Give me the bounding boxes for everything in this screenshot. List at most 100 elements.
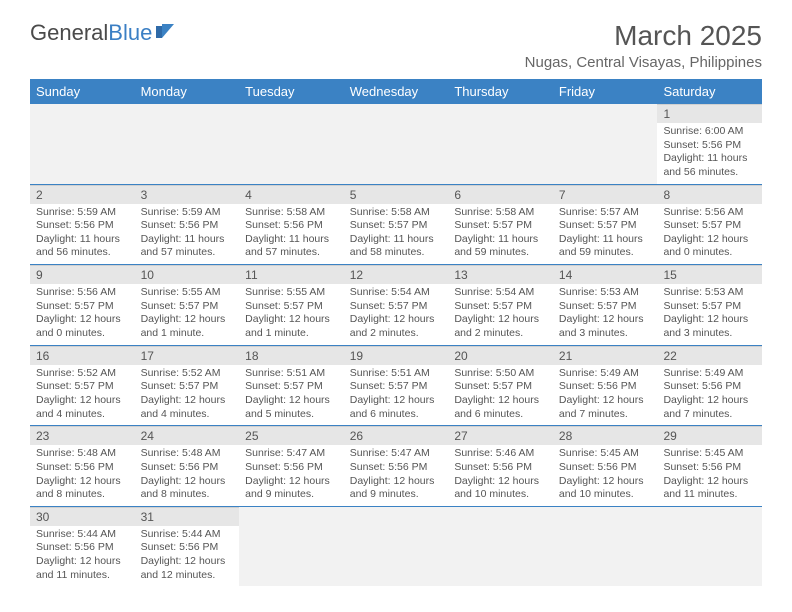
- sunset-text: Sunset: 5:57 PM: [350, 219, 443, 233]
- day-details: Sunrise: 5:48 AMSunset: 5:56 PMDaylight:…: [135, 445, 240, 503]
- calendar-cell: 15Sunrise: 5:53 AMSunset: 5:57 PMDayligh…: [657, 265, 762, 346]
- calendar-cell: 2Sunrise: 5:59 AMSunset: 5:56 PMDaylight…: [30, 185, 135, 266]
- calendar-cell: 20Sunrise: 5:50 AMSunset: 5:57 PMDayligh…: [448, 346, 553, 427]
- sunset-text: Sunset: 5:57 PM: [350, 300, 443, 314]
- day-details: Sunrise: 5:59 AMSunset: 5:56 PMDaylight:…: [135, 204, 240, 262]
- sunset-text: Sunset: 5:56 PM: [245, 219, 338, 233]
- day-number: 2: [30, 185, 135, 204]
- day-header: Tuesday: [239, 79, 344, 104]
- sunrise-text: Sunrise: 5:55 AM: [245, 286, 338, 300]
- sunset-text: Sunset: 5:57 PM: [663, 219, 756, 233]
- sunrise-text: Sunrise: 5:56 AM: [663, 206, 756, 220]
- day-details: Sunrise: 5:52 AMSunset: 5:57 PMDaylight:…: [30, 365, 135, 423]
- daylight-text: Daylight: 12 hours and 0 minutes.: [663, 233, 756, 260]
- sunrise-text: Sunrise: 5:48 AM: [36, 447, 129, 461]
- calendar-cell: 13Sunrise: 5:54 AMSunset: 5:57 PMDayligh…: [448, 265, 553, 346]
- sunset-text: Sunset: 5:57 PM: [245, 300, 338, 314]
- sunset-text: Sunset: 5:56 PM: [663, 139, 756, 153]
- day-number: 27: [448, 426, 553, 445]
- sunrise-text: Sunrise: 5:53 AM: [559, 286, 652, 300]
- calendar-cell: 12Sunrise: 5:54 AMSunset: 5:57 PMDayligh…: [344, 265, 449, 346]
- day-number: 7: [553, 185, 658, 204]
- calendar-week: 30Sunrise: 5:44 AMSunset: 5:56 PMDayligh…: [30, 507, 762, 587]
- sunset-text: Sunset: 5:57 PM: [36, 300, 129, 314]
- calendar-cell: 16Sunrise: 5:52 AMSunset: 5:57 PMDayligh…: [30, 346, 135, 427]
- sunrise-text: Sunrise: 5:44 AM: [141, 528, 234, 542]
- calendar-cell: 24Sunrise: 5:48 AMSunset: 5:56 PMDayligh…: [135, 426, 240, 507]
- calendar-cell: 30Sunrise: 5:44 AMSunset: 5:56 PMDayligh…: [30, 507, 135, 587]
- sunset-text: Sunset: 5:57 PM: [141, 300, 234, 314]
- calendar-cell: [448, 104, 553, 185]
- day-number: 31: [135, 507, 240, 526]
- sunset-text: Sunset: 5:56 PM: [36, 461, 129, 475]
- day-number: 25: [239, 426, 344, 445]
- sunset-text: Sunset: 5:56 PM: [141, 461, 234, 475]
- calendar-week: 2Sunrise: 5:59 AMSunset: 5:56 PMDaylight…: [30, 185, 762, 266]
- daylight-text: Daylight: 12 hours and 8 minutes.: [141, 475, 234, 502]
- day-details: Sunrise: 5:51 AMSunset: 5:57 PMDaylight:…: [239, 365, 344, 423]
- sunset-text: Sunset: 5:56 PM: [663, 380, 756, 394]
- daylight-text: Daylight: 12 hours and 10 minutes.: [559, 475, 652, 502]
- sunrise-text: Sunrise: 5:44 AM: [36, 528, 129, 542]
- day-header: Thursday: [448, 79, 553, 104]
- sunrise-text: Sunrise: 5:51 AM: [350, 367, 443, 381]
- sunset-text: Sunset: 5:56 PM: [36, 541, 129, 555]
- daylight-text: Daylight: 12 hours and 5 minutes.: [245, 394, 338, 421]
- daylight-text: Daylight: 12 hours and 10 minutes.: [454, 475, 547, 502]
- sunrise-text: Sunrise: 6:00 AM: [663, 125, 756, 139]
- sunset-text: Sunset: 5:57 PM: [141, 380, 234, 394]
- day-number: 20: [448, 346, 553, 365]
- day-number: 22: [657, 346, 762, 365]
- calendar-cell: [657, 507, 762, 587]
- day-details: Sunrise: 5:53 AMSunset: 5:57 PMDaylight:…: [553, 284, 658, 342]
- calendar-cell: [239, 104, 344, 185]
- calendar-week: 23Sunrise: 5:48 AMSunset: 5:56 PMDayligh…: [30, 426, 762, 507]
- day-details: Sunrise: 5:45 AMSunset: 5:56 PMDaylight:…: [657, 445, 762, 503]
- day-number: 28: [553, 426, 658, 445]
- sunrise-text: Sunrise: 5:59 AM: [36, 206, 129, 220]
- day-number: 30: [30, 507, 135, 526]
- day-details: Sunrise: 5:51 AMSunset: 5:57 PMDaylight:…: [344, 365, 449, 423]
- calendar-week: 1Sunrise: 6:00 AMSunset: 5:56 PMDaylight…: [30, 104, 762, 185]
- day-number: 3: [135, 185, 240, 204]
- sunset-text: Sunset: 5:56 PM: [559, 380, 652, 394]
- sunrise-text: Sunrise: 5:48 AM: [141, 447, 234, 461]
- day-number: 23: [30, 426, 135, 445]
- day-details: Sunrise: 5:59 AMSunset: 5:56 PMDaylight:…: [30, 204, 135, 262]
- page-header: GeneralBlue March 2025 Nugas, Central Vi…: [30, 20, 762, 71]
- daylight-text: Daylight: 12 hours and 1 minute.: [245, 313, 338, 340]
- sunrise-text: Sunrise: 5:54 AM: [350, 286, 443, 300]
- sunrise-text: Sunrise: 5:58 AM: [245, 206, 338, 220]
- sunset-text: Sunset: 5:56 PM: [350, 461, 443, 475]
- day-details: Sunrise: 5:49 AMSunset: 5:56 PMDaylight:…: [553, 365, 658, 423]
- daylight-text: Daylight: 11 hours and 59 minutes.: [454, 233, 547, 260]
- daylight-text: Daylight: 11 hours and 56 minutes.: [36, 233, 129, 260]
- logo: GeneralBlue: [30, 20, 176, 46]
- calendar-week: 16Sunrise: 5:52 AMSunset: 5:57 PMDayligh…: [30, 346, 762, 427]
- sunset-text: Sunset: 5:56 PM: [559, 461, 652, 475]
- day-number: 15: [657, 265, 762, 284]
- calendar-cell: 25Sunrise: 5:47 AMSunset: 5:56 PMDayligh…: [239, 426, 344, 507]
- day-details: Sunrise: 6:00 AMSunset: 5:56 PMDaylight:…: [657, 123, 762, 181]
- daylight-text: Daylight: 11 hours and 57 minutes.: [141, 233, 234, 260]
- day-number: 26: [344, 426, 449, 445]
- day-header: Sunday: [30, 79, 135, 104]
- daylight-text: Daylight: 11 hours and 56 minutes.: [663, 152, 756, 179]
- daylight-text: Daylight: 12 hours and 2 minutes.: [350, 313, 443, 340]
- calendar-cell: 29Sunrise: 5:45 AMSunset: 5:56 PMDayligh…: [657, 426, 762, 507]
- day-details: Sunrise: 5:56 AMSunset: 5:57 PMDaylight:…: [30, 284, 135, 342]
- calendar-cell: 23Sunrise: 5:48 AMSunset: 5:56 PMDayligh…: [30, 426, 135, 507]
- day-number: 29: [657, 426, 762, 445]
- daylight-text: Daylight: 12 hours and 6 minutes.: [350, 394, 443, 421]
- sunset-text: Sunset: 5:56 PM: [454, 461, 547, 475]
- sunset-text: Sunset: 5:57 PM: [454, 219, 547, 233]
- day-number: 8: [657, 185, 762, 204]
- daylight-text: Daylight: 11 hours and 58 minutes.: [350, 233, 443, 260]
- day-number: 18: [239, 346, 344, 365]
- daylight-text: Daylight: 12 hours and 0 minutes.: [36, 313, 129, 340]
- sunrise-text: Sunrise: 5:56 AM: [36, 286, 129, 300]
- sunrise-text: Sunrise: 5:54 AM: [454, 286, 547, 300]
- daylight-text: Daylight: 12 hours and 1 minute.: [141, 313, 234, 340]
- day-details: Sunrise: 5:46 AMSunset: 5:56 PMDaylight:…: [448, 445, 553, 503]
- daylight-text: Daylight: 12 hours and 4 minutes.: [36, 394, 129, 421]
